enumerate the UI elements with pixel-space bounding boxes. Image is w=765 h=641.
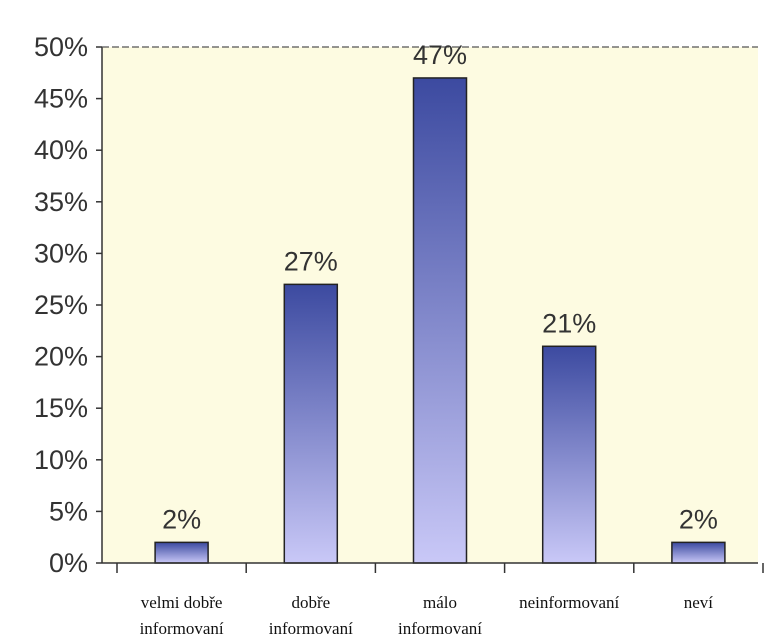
y-tick-label: 0% (49, 548, 88, 578)
x-category-label: málo (423, 593, 457, 612)
bar-data-label: 27% (284, 246, 338, 276)
category-labels: velmi dobře informovaní dobře informovaní má… (140, 593, 714, 638)
x-axis-ticks (116, 563, 764, 573)
x-category-label: informovaní (140, 619, 224, 638)
bars (154, 77, 726, 564)
x-category-label: neinformovaní (519, 593, 619, 612)
y-tick-label: 15% (34, 393, 88, 423)
bar (412, 77, 468, 564)
bar-data-label: 2% (162, 504, 201, 534)
bar (541, 345, 597, 564)
x-category-label: dobře (291, 593, 330, 612)
bar-data-label: 2% (679, 504, 718, 534)
bar-data-label: 47% (413, 40, 467, 70)
x-category-label: informovaní (269, 619, 353, 638)
y-tick-label: 25% (34, 290, 88, 320)
y-tick-label: 30% (34, 238, 88, 268)
y-tick-label: 10% (34, 445, 88, 475)
y-axis-ticks: 0% 5% 10% 15% 20% 25% 30% 35% 40% 45% 50% (34, 32, 102, 578)
x-category-label: informovaní (398, 619, 482, 638)
y-tick-label: 20% (34, 342, 88, 372)
bar (283, 283, 339, 564)
y-tick-label: 5% (49, 496, 88, 526)
x-category-label: velmi dobře (141, 593, 223, 612)
bar-data-label: 21% (542, 308, 596, 338)
bar (671, 541, 726, 564)
data-labels: 2% 27% 47% 21% 2% (162, 40, 718, 534)
y-tick-label: 40% (34, 135, 88, 165)
y-tick-label: 45% (34, 84, 88, 114)
y-tick-label: 50% (34, 32, 88, 62)
bar (154, 541, 209, 564)
x-category-label: neví (684, 593, 714, 612)
y-tick-label: 35% (34, 187, 88, 217)
